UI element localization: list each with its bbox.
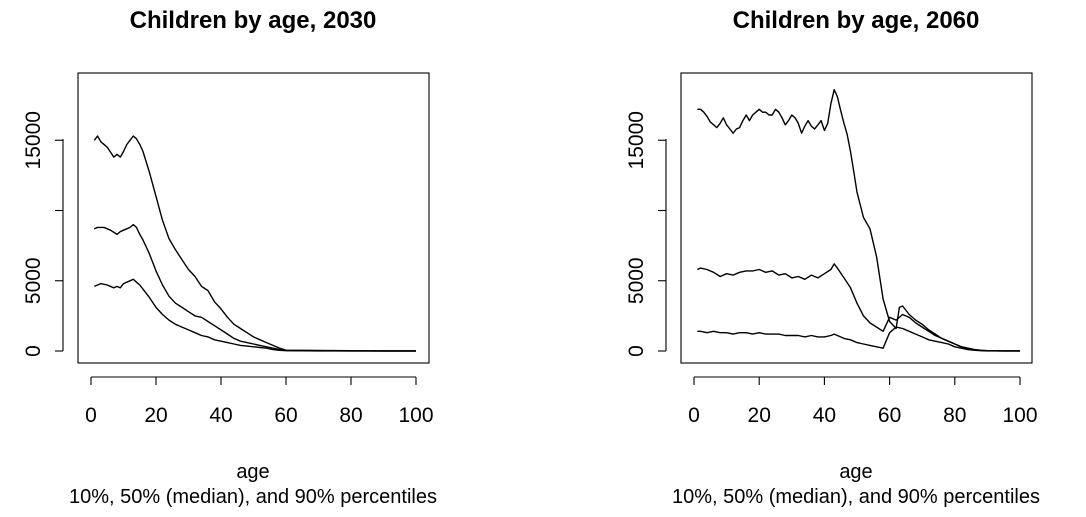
x-tick-label: 40: [813, 404, 836, 427]
x-tick-label: 20: [748, 404, 771, 427]
x-axis-label-2060: age: [839, 461, 872, 483]
x-tick-label: 40: [209, 404, 232, 427]
x-tick-label: 100: [398, 404, 433, 427]
plot-frame-2060: [680, 72, 1033, 364]
chart-panel-2030: Children by age, 2030 0 20 40 60 80 100 0 5000…: [22, 7, 437, 508]
x-tick-label: 0: [688, 404, 700, 427]
y-tick-label: 15000: [22, 111, 45, 169]
chart-panel-2060: Children by age, 2060 0 20 40 60 80 100 0 5000…: [625, 7, 1040, 508]
x-axis-ticks-2060: 0 20 40 60 80 100: [688, 377, 1038, 427]
chart-title-2060: Children by age, 2060: [733, 7, 980, 34]
chart-title-2030: Children by age, 2030: [130, 7, 377, 34]
x-axis-sublabel-2030: 10%, 50% (median), and 90% percentiles: [69, 486, 437, 508]
y-axis-ticks-2030: 0 5000 15000: [22, 111, 63, 357]
x-axis-sublabel-2060: 10%, 50% (median), and 90% percentiles: [672, 486, 1040, 508]
x-tick-label: 100: [1002, 404, 1037, 427]
y-axis-ticks-2060: 0 5000 15000: [625, 111, 666, 357]
x-tick-label: 60: [274, 404, 297, 427]
series-line-p90: [93, 135, 416, 352]
x-tick-label: 20: [144, 404, 167, 427]
x-tick-label: 80: [339, 404, 362, 427]
series-line-p10: [697, 326, 1021, 352]
x-axis-label-2030: age: [236, 461, 269, 483]
y-tick-label: 0: [625, 345, 648, 357]
series-group-2030: [93, 135, 416, 352]
x-tick-label: 60: [878, 404, 901, 427]
series-group-2060: [697, 88, 1021, 352]
y-tick-label: 5000: [22, 257, 45, 304]
series-line-p10: [94, 278, 416, 352]
y-tick-label: 5000: [625, 257, 648, 304]
series-line-p50: [697, 263, 1020, 352]
x-tick-label: 80: [943, 404, 966, 427]
y-tick-label: 15000: [625, 111, 648, 169]
x-axis-ticks-2030: 0 20 40 60 80 100: [85, 377, 434, 427]
y-tick-label: 0: [22, 345, 45, 357]
x-tick-label: 0: [85, 404, 97, 427]
plot-frame-2030: [77, 72, 430, 364]
series-line-p90: [697, 88, 1020, 352]
series-line-p50: [94, 223, 416, 352]
